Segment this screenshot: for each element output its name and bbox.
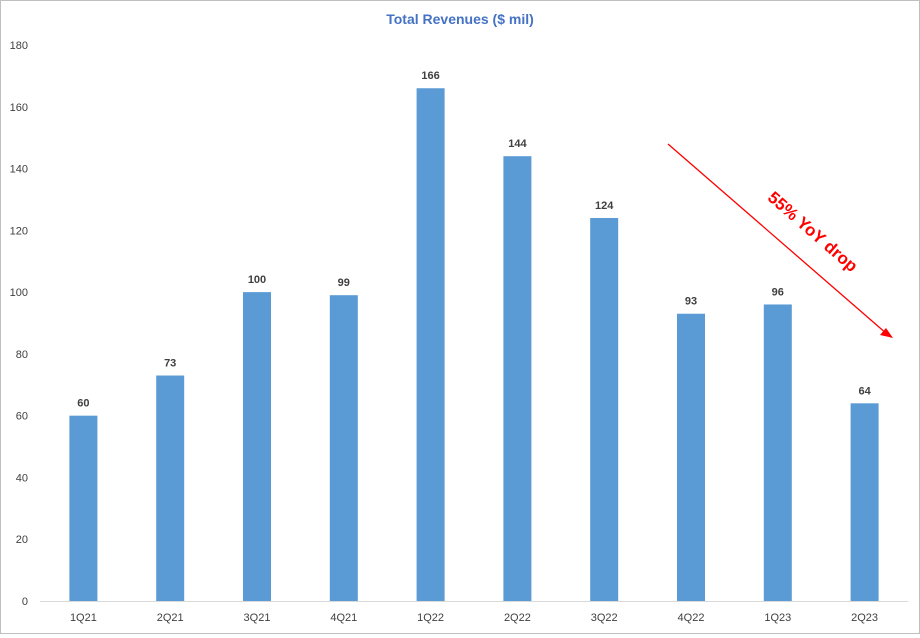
y-tick-label: 20 xyxy=(16,534,28,546)
y-axis: 0 20 40 60 80 100 120 140 160 180 xyxy=(10,40,28,608)
x-tick-label-3Q21: 3Q21 xyxy=(244,612,271,624)
y-tick-label: 180 xyxy=(10,40,28,52)
x-tick-label-2Q21: 2Q21 xyxy=(157,612,184,624)
x-tick-label-2Q22: 2Q22 xyxy=(504,612,531,624)
data-label-4Q22: 93 xyxy=(685,296,697,308)
y-tick-label: 0 xyxy=(22,596,28,608)
x-axis: 1Q21 2Q21 3Q21 4Q21 1Q22 2Q22 3Q22 4Q22 1Q23 2Q23 xyxy=(40,601,908,624)
bar-1Q22 xyxy=(416,88,445,601)
data-label-4Q21: 99 xyxy=(338,277,350,289)
x-tick-label-3Q22: 3Q22 xyxy=(591,612,618,624)
y-tick-label: 140 xyxy=(10,164,28,176)
y-tick-label: 60 xyxy=(16,411,28,423)
annotation-text: 55% YoY drop xyxy=(764,188,861,276)
bar-2Q21 xyxy=(156,375,185,601)
data-label-1Q21: 60 xyxy=(77,398,89,410)
data-label-3Q22: 124 xyxy=(595,200,614,212)
annotation-arrow-line xyxy=(667,143,888,335)
data-label-1Q22: 166 xyxy=(421,70,439,82)
bar-4Q21 xyxy=(329,295,358,601)
x-tick-label-2Q23: 2Q23 xyxy=(851,612,878,624)
bar-1Q23 xyxy=(763,304,792,601)
y-tick-label: 160 xyxy=(10,102,28,114)
y-tick-label: 40 xyxy=(16,472,28,484)
data-label-1Q23: 96 xyxy=(772,286,784,298)
x-tick-label-1Q22: 1Q22 xyxy=(417,612,444,624)
x-tick-label-1Q23: 1Q23 xyxy=(764,612,791,624)
bar-2Q22 xyxy=(503,156,532,601)
bars-group: 60 73 100 99 166 144 124 93 96 64 xyxy=(69,70,879,601)
bar-4Q22 xyxy=(677,313,705,601)
y-tick-label: 120 xyxy=(10,225,28,237)
data-label-3Q21: 100 xyxy=(248,274,266,286)
y-tick-label: 100 xyxy=(10,287,28,299)
y-tick-label: 80 xyxy=(16,349,28,361)
bar-1Q21 xyxy=(69,415,98,601)
bar-3Q21 xyxy=(243,292,271,601)
bar-3Q22 xyxy=(590,217,619,601)
annotation-arrow-head xyxy=(880,328,893,338)
data-label-2Q22: 144 xyxy=(508,138,527,150)
x-tick-label-1Q21: 1Q21 xyxy=(70,612,97,624)
bar-2Q23 xyxy=(850,403,879,601)
data-label-2Q23: 64 xyxy=(858,385,871,397)
x-tick-label-4Q22: 4Q22 xyxy=(678,612,705,624)
x-tick-label-4Q21: 4Q21 xyxy=(330,612,357,624)
chart-title: Total Revenues ($ mil) xyxy=(386,11,534,27)
data-label-2Q21: 73 xyxy=(164,358,176,370)
